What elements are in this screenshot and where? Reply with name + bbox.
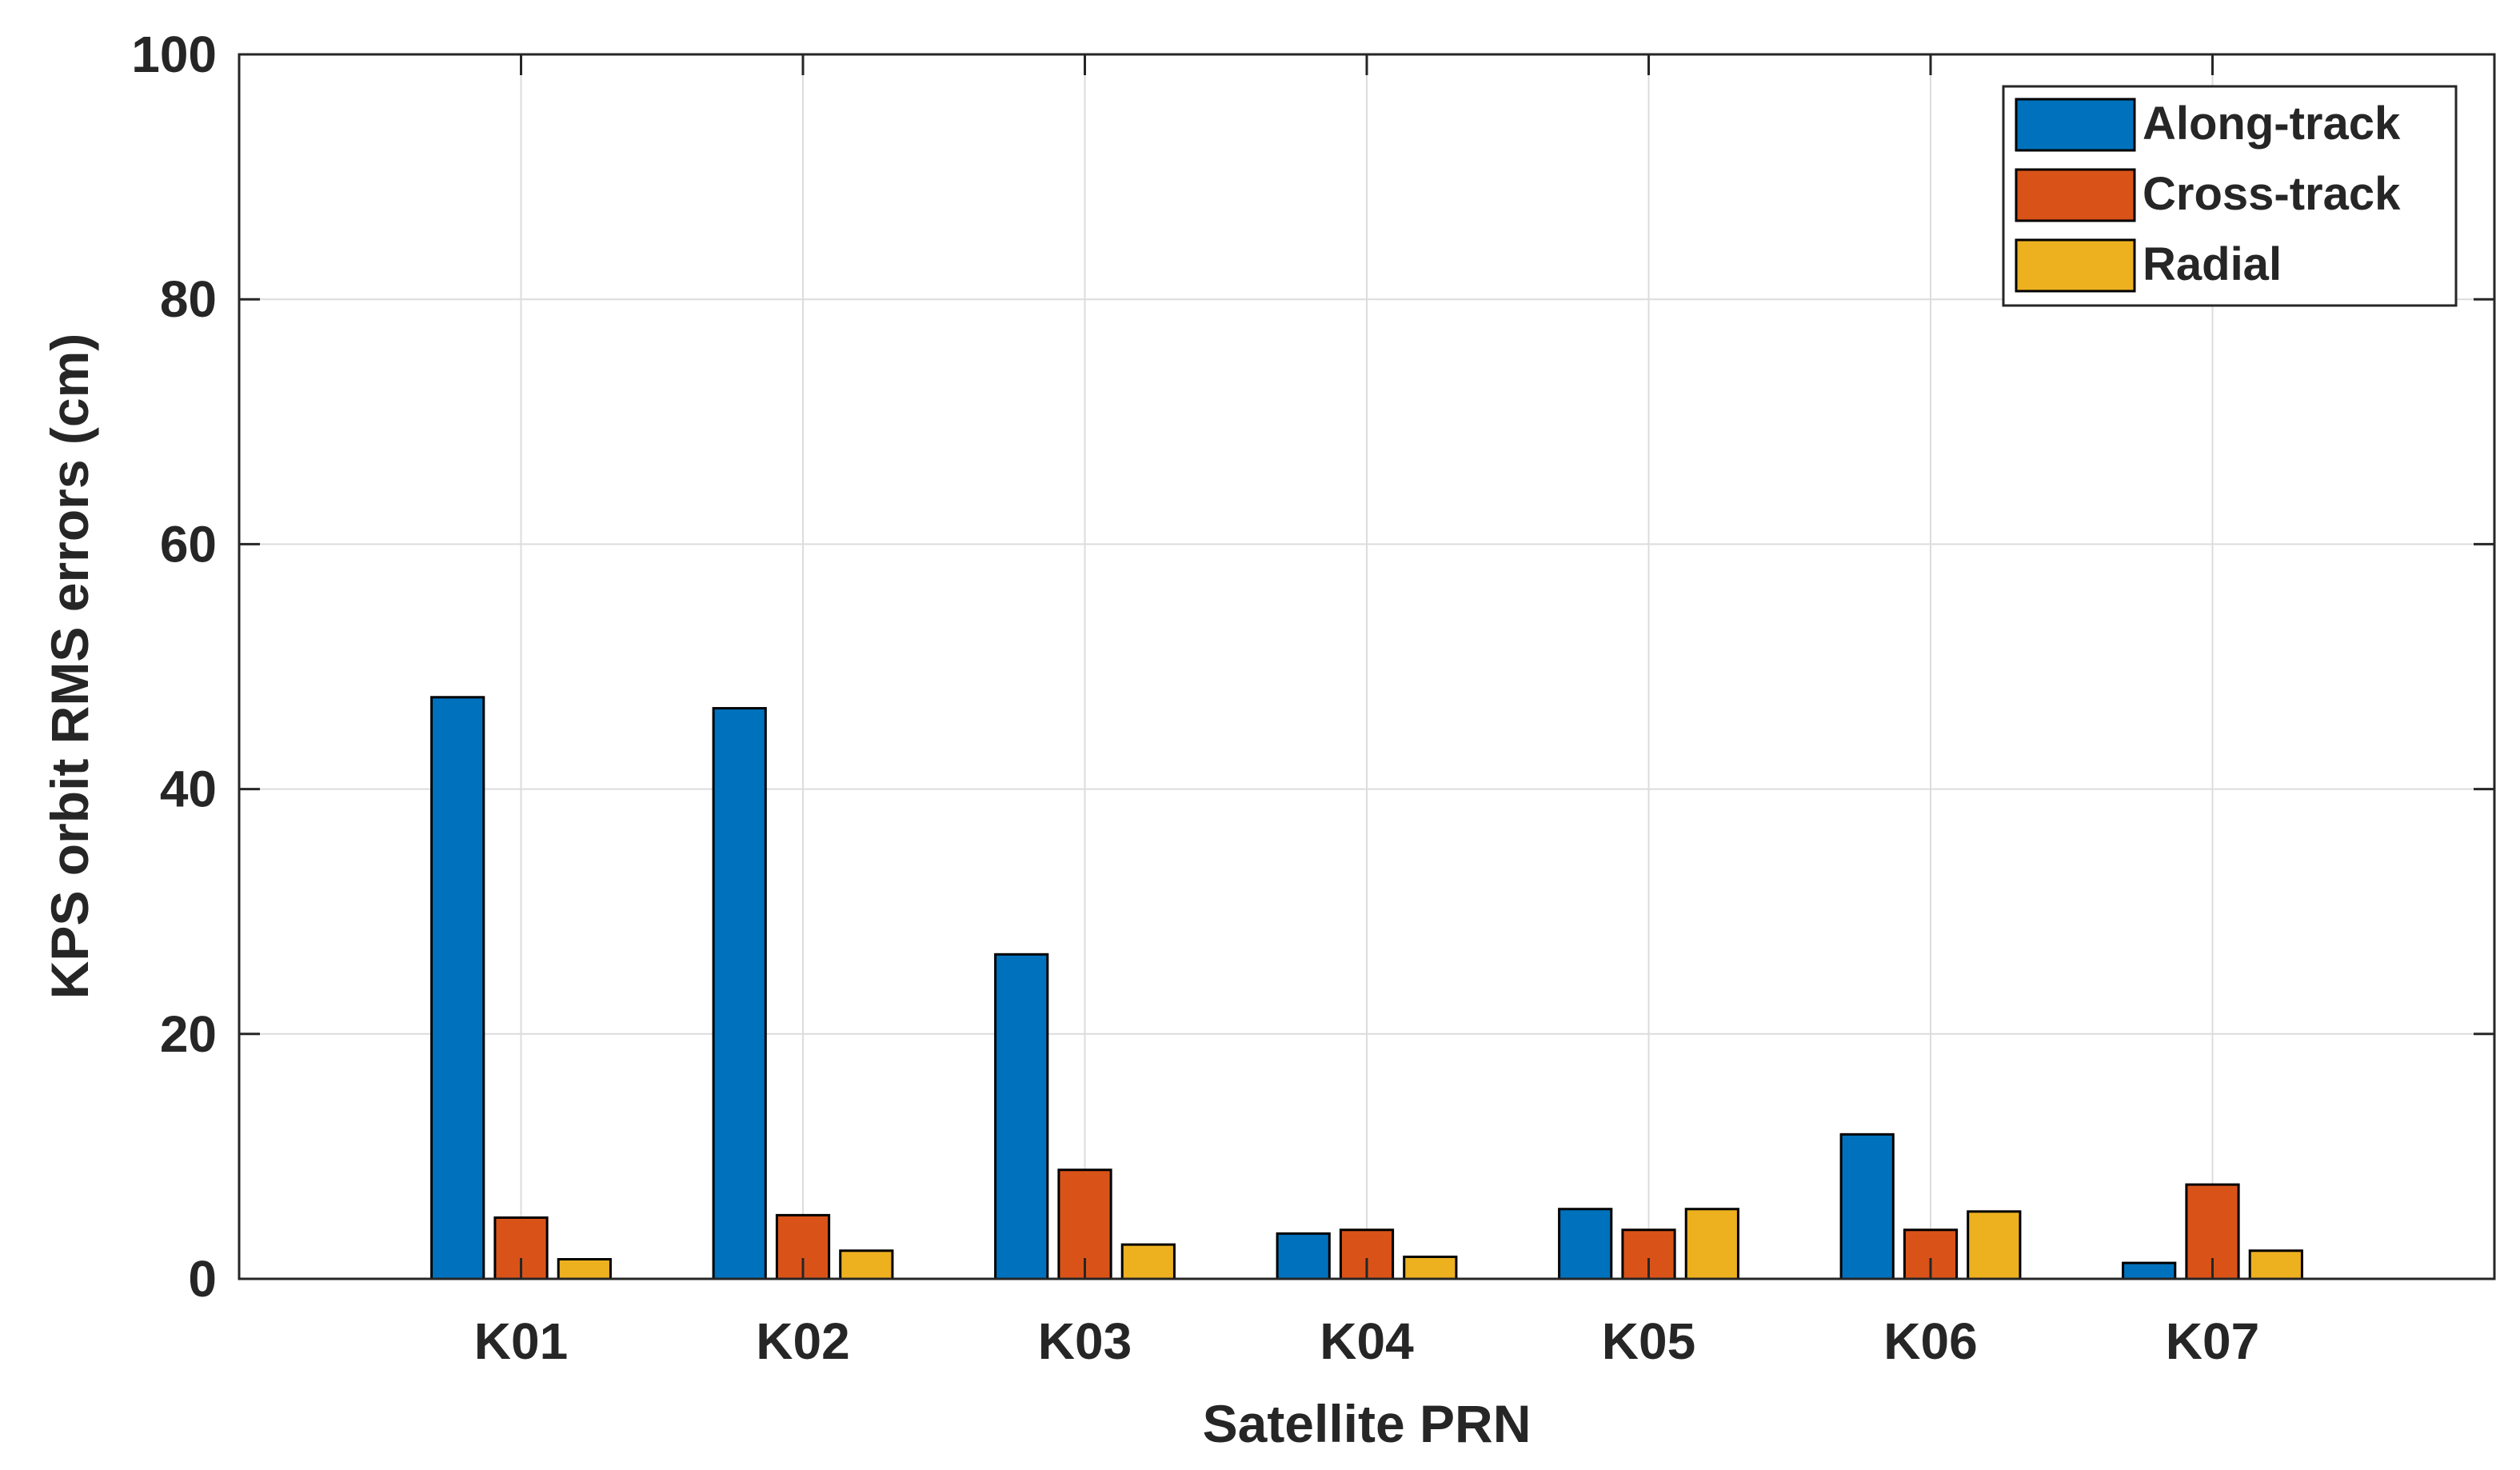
legend-label: Along-track <box>2143 98 2401 150</box>
bar-along-track-k07 <box>2122 1261 2177 1280</box>
bar-along-track-k05 <box>1558 1208 1613 1280</box>
x-tick-label: K05 <box>1602 1312 1695 1370</box>
y-tick-label: 100 <box>131 26 217 83</box>
x-tick-label: K06 <box>1883 1312 1977 1370</box>
legend-label: Radial <box>2143 238 2282 290</box>
legend-label: Cross-track <box>2143 168 2401 220</box>
ticks <box>239 53 2494 1280</box>
bar-radial-k01 <box>557 1258 612 1280</box>
bar-radial-k03 <box>1120 1243 1176 1280</box>
y-tick-label: 80 <box>160 270 217 328</box>
y-tick-label: 20 <box>160 1005 217 1063</box>
legend: Along-track Cross-track Radial <box>2002 85 2458 307</box>
x-tick-labels: K01 K02 K03 K04 K05 K06 K07 <box>474 1312 2259 1370</box>
y-tick-label: 60 <box>160 515 217 573</box>
legend-swatch <box>2015 168 2136 222</box>
y-axis-label: KPS orbit RMS errors (cm) <box>40 334 99 999</box>
y-tick-label: 40 <box>160 761 217 818</box>
bar-along-track-k04 <box>1276 1232 1331 1280</box>
x-tick-label: K01 <box>474 1312 568 1370</box>
y-tick-label: 0 <box>188 1250 217 1308</box>
bar-along-track-k01 <box>430 696 485 1280</box>
x-axis-label: Satellite PRN <box>1203 1394 1532 1453</box>
x-tick-label: K03 <box>1038 1312 1132 1370</box>
legend-swatch <box>2015 98 2136 152</box>
bar-radial-k05 <box>1684 1208 1739 1280</box>
x-tick-label: K02 <box>756 1312 849 1370</box>
bar-radial-k04 <box>1403 1255 1458 1280</box>
bar-along-track-k03 <box>994 953 1049 1280</box>
bar-along-track-k06 <box>1839 1132 1895 1280</box>
bars <box>430 696 2303 1280</box>
bar-radial-k07 <box>2248 1249 2303 1280</box>
bar-radial-k02 <box>839 1249 894 1280</box>
x-tick-label: K04 <box>1320 1312 1414 1370</box>
bar-radial-k06 <box>1967 1210 2022 1280</box>
legend-swatch <box>2015 238 2136 293</box>
bar-along-track-k02 <box>712 707 767 1280</box>
y-tick-labels: 0 20 40 60 80 100 <box>131 26 217 1308</box>
x-tick-label: K07 <box>2166 1312 2259 1370</box>
